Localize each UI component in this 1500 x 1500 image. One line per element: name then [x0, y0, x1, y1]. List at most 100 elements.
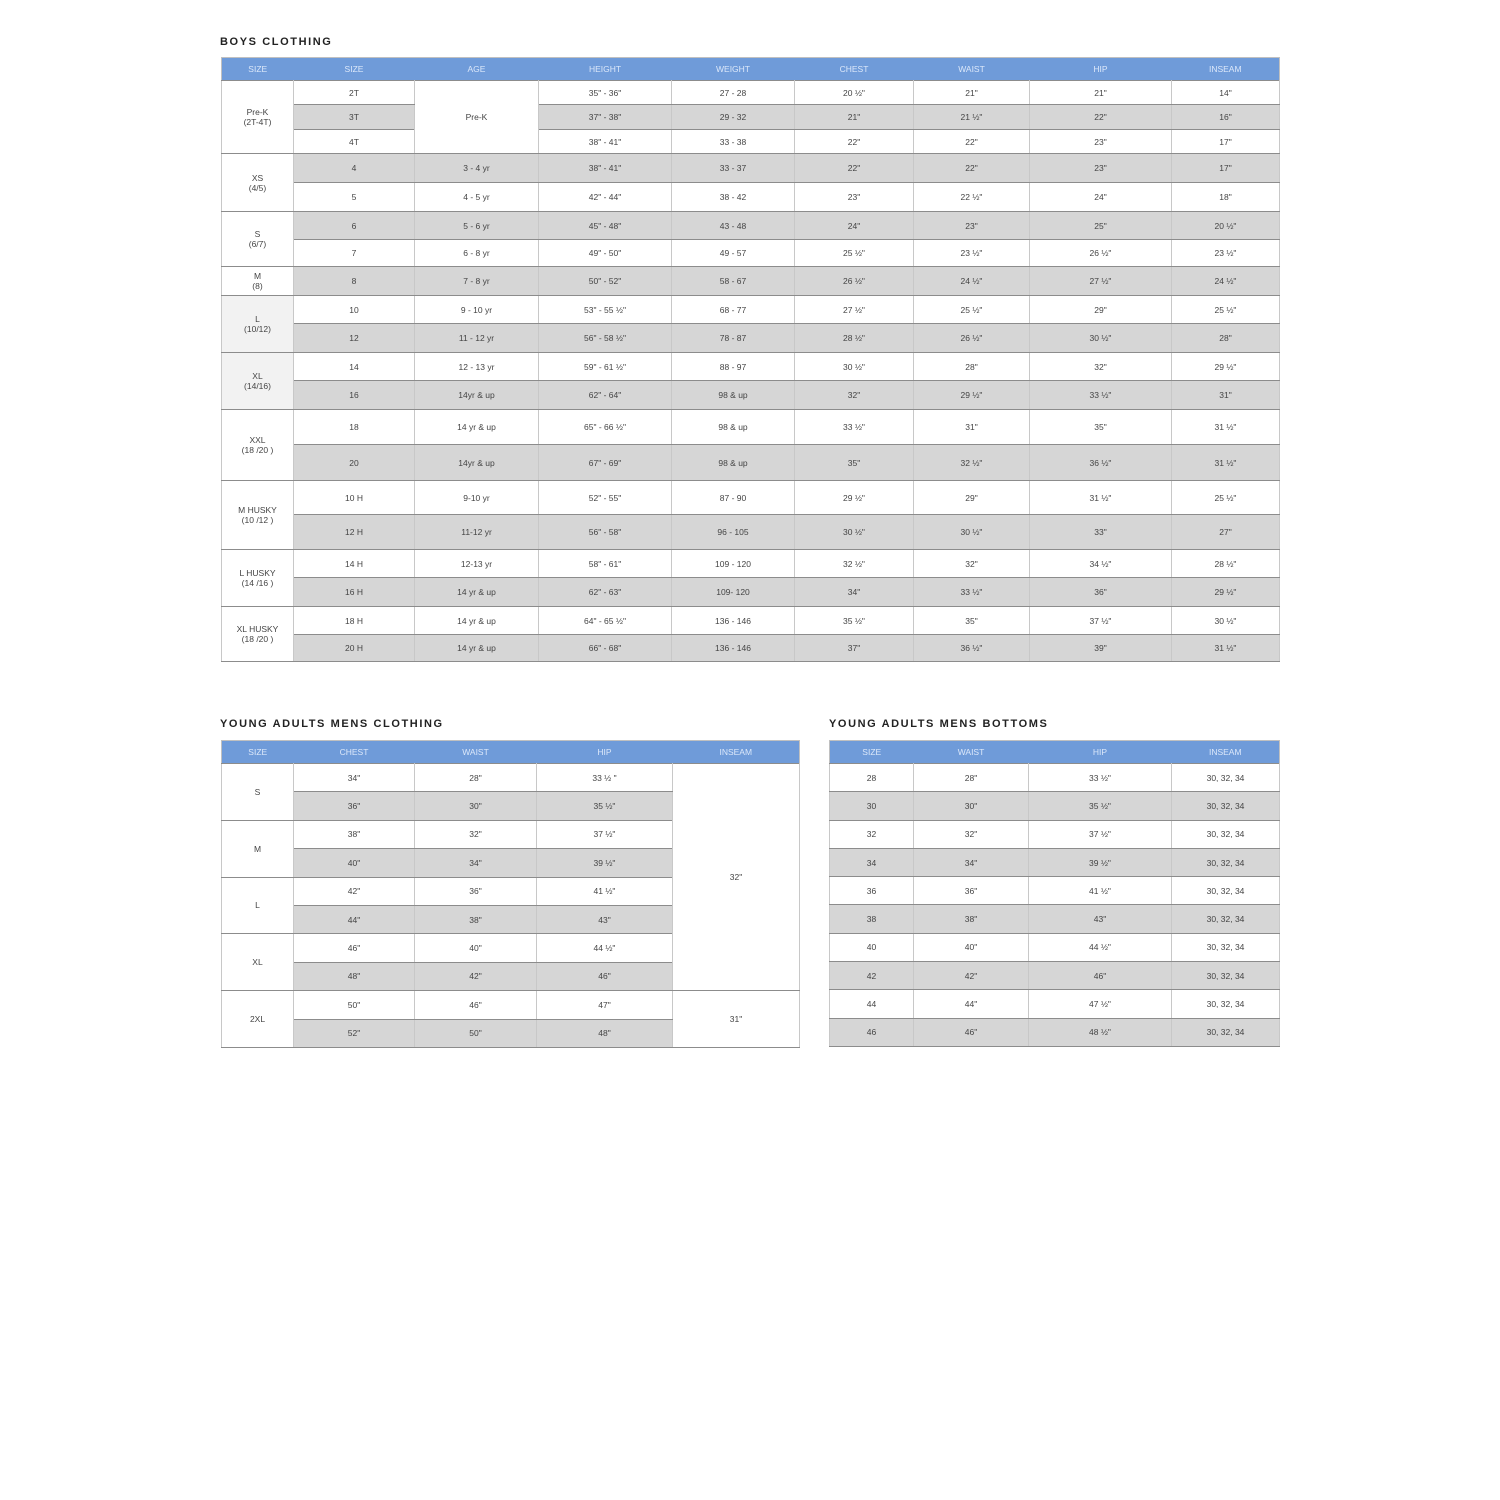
cell-waist: 23 ½" [913, 239, 1030, 267]
cell-size: 12 [293, 323, 415, 353]
cell-inseam: 30, 32, 34 [1171, 762, 1280, 793]
boys-size-table: SIZE SIZE AGE HEIGHT WEIGHT CHEST WAIST HIP INSE… [221, 57, 1280, 662]
cell-inseam: 30, 32, 34 [1171, 847, 1280, 878]
cell-chest: 48" [293, 961, 415, 992]
cell-weight: 98 & up [671, 380, 795, 410]
size-group-text: (14/16) [244, 381, 271, 391]
size-group-text: L [255, 314, 260, 324]
cell-age: 11-12 yr [414, 514, 539, 550]
column-header: WAIST [414, 740, 537, 764]
size-group-text: Pre-K [246, 107, 269, 117]
cell-weight: 109 - 120 [671, 549, 795, 578]
cell-size: 6 [293, 211, 415, 240]
cell-hip: 24" [1029, 182, 1172, 212]
size-group-text: (14 /16 ) [241, 578, 274, 588]
ya-bottoms-title: YOUNG ADULTS MENS BOTTOMS [829, 718, 1049, 730]
cell-hip: 23" [1029, 129, 1172, 154]
cell-chest: 22" [794, 153, 914, 183]
size-group-text: (6/7) [248, 239, 267, 249]
column-header: AGE [414, 57, 539, 81]
cell-age: 5 - 6 yr [414, 211, 539, 240]
cell-waist: 42" [414, 961, 537, 992]
cell-waist: 38" [414, 904, 537, 935]
cell-size: 12 H [293, 514, 415, 550]
cell-inseam: 30, 32, 34 [1171, 961, 1280, 991]
cell-hip: 47 ½" [1028, 989, 1172, 1019]
column-header: INSEAM [672, 740, 800, 764]
cell-age: 12 - 13 yr [414, 352, 539, 381]
size-group-label: Pre-K (2T-4T) [221, 80, 294, 154]
cell-waist: 35" [913, 606, 1030, 635]
cell-hip: 39 ½" [1028, 847, 1172, 878]
cell-waist: 44" [913, 989, 1029, 1019]
size-group-text: (8) [252, 281, 263, 291]
cell-inseam: 29 ½" [1171, 577, 1280, 607]
cell-weight: 29 - 32 [671, 104, 795, 130]
cell-chest: 32 ½" [794, 549, 914, 578]
cell-hip: 37 ½" [1028, 819, 1172, 849]
cell-chest: 25 ½" [794, 239, 914, 267]
cell-inseam: 30, 32, 34 [1171, 791, 1280, 821]
cell-height: 37" - 38" [538, 104, 672, 130]
size-group-label: XL (14/16) [221, 352, 294, 410]
cell-inseam: 31 ½" [1171, 444, 1280, 481]
cell-size: 7 [293, 239, 415, 267]
cell-height: 58" - 61" [538, 549, 672, 578]
cell-inseam: 24 ½" [1171, 266, 1280, 296]
cell-size: 30 [829, 791, 914, 821]
cell-waist: 21" [913, 80, 1030, 105]
size-group-label: L [221, 876, 294, 935]
cell-inseam: 30 ½" [1171, 606, 1280, 635]
cell-weight: 38 - 42 [671, 182, 795, 212]
cell-weight: 88 - 97 [671, 352, 795, 381]
cell-weight: 33 - 37 [671, 153, 795, 183]
size-group-text: (10/12) [244, 324, 271, 334]
cell-height: 42" - 44" [538, 182, 672, 212]
cell-hip: 47" [536, 990, 673, 1020]
ya-clothing-title: YOUNG ADULTS MENS CLOTHING [220, 718, 444, 730]
cell-hip: 30 ½" [1029, 323, 1172, 353]
cell-age: Pre-K [414, 80, 539, 154]
table-row: XL (14/16) 14 12 - 13 yr 59" - 61 ½" 88 - 97 3… [221, 352, 1280, 410]
table-row: 20 H 14 yr & up 66" - 68" 136 - 146 37" 36 ½"… [222, 634, 1280, 662]
size-group-text: S [254, 786, 261, 797]
size-group-label: 2XL [221, 990, 294, 1048]
cell-chest: 24" [794, 211, 914, 240]
cell-chest: 22" [794, 129, 914, 154]
cell-weight: 49 - 57 [671, 239, 795, 267]
cell-hip: 48 ½" [1028, 1017, 1172, 1047]
table-row: 20 14yr & up 67" - 69" 98 & up 35" 32 ½" 36 ½"… [222, 444, 1280, 481]
cell-chest: 34" [794, 577, 914, 607]
cell-size: 14 H [293, 549, 415, 578]
cell-hip: 36 ½" [1029, 444, 1172, 481]
cell-waist: 29 ½" [913, 380, 1030, 410]
cell-hip: 32" [1029, 352, 1172, 381]
cell-waist: 22" [913, 153, 1030, 183]
cell-hip: 25" [1029, 211, 1172, 240]
cell-age: 6 - 8 yr [414, 239, 539, 267]
cell-waist: 32" [414, 819, 537, 850]
cell-size: 3T [293, 104, 415, 130]
cell-waist: 28" [913, 352, 1030, 381]
cell-waist: 40" [414, 933, 537, 963]
cell-waist: 22 ½" [913, 182, 1030, 212]
column-header: INSEAM [1171, 57, 1280, 81]
cell-chest: 30 ½" [794, 514, 914, 550]
cell-inseam: 31 ½" [1171, 634, 1280, 662]
cell-height: 45" - 48" [538, 211, 672, 240]
cell-weight: 68 - 77 [671, 295, 795, 324]
cell-chest: 27 ½" [794, 295, 914, 324]
cell-size: 36 [829, 876, 914, 906]
cell-weight: 87 - 90 [671, 480, 795, 515]
size-group-text: XXL [249, 435, 266, 445]
cell-chest: 28 ½" [794, 323, 914, 353]
cell-hip: 41 ½" [1028, 876, 1172, 906]
table-row: XS (4/5) 4 3 - 4 yr 38" - 41" 33 - 37 22" 22" 23… [221, 153, 1280, 212]
cell-hip: 39 ½" [536, 848, 673, 878]
cell-age: 14 yr & up [414, 577, 539, 607]
cell-size: 16 H [293, 577, 415, 607]
cell-age: 12-13 yr [414, 549, 539, 578]
table-row: XL HUSKY (18 /20 ) 18 H 14 yr & up 64" - 65 … [221, 606, 1280, 662]
column-header: WAIST [913, 740, 1029, 764]
